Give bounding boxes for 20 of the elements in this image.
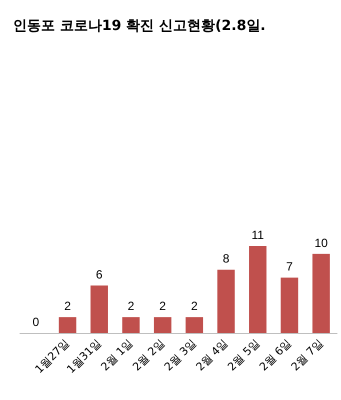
bar [58, 317, 76, 333]
bar [122, 317, 140, 333]
bar [154, 317, 172, 333]
data-label: 2 [128, 299, 135, 314]
bar [249, 246, 266, 333]
data-label: 0 [32, 315, 40, 329]
data-label: 11 [252, 228, 264, 242]
data-label: 7 [286, 260, 294, 274]
bar [90, 286, 108, 333]
data-label: 2 [191, 299, 198, 314]
bar [217, 270, 235, 333]
bar [312, 254, 330, 333]
data-label: 2 [64, 299, 72, 314]
data-label: 2 [159, 299, 166, 314]
chart-title: 인동포 코로나19 확진 신고현황(2.8일. [13, 18, 266, 34]
data-label: 10 [314, 236, 328, 250]
bar [280, 278, 298, 333]
data-label: 8 [222, 252, 230, 266]
data-label: 6 [96, 268, 103, 282]
bar [186, 317, 204, 333]
